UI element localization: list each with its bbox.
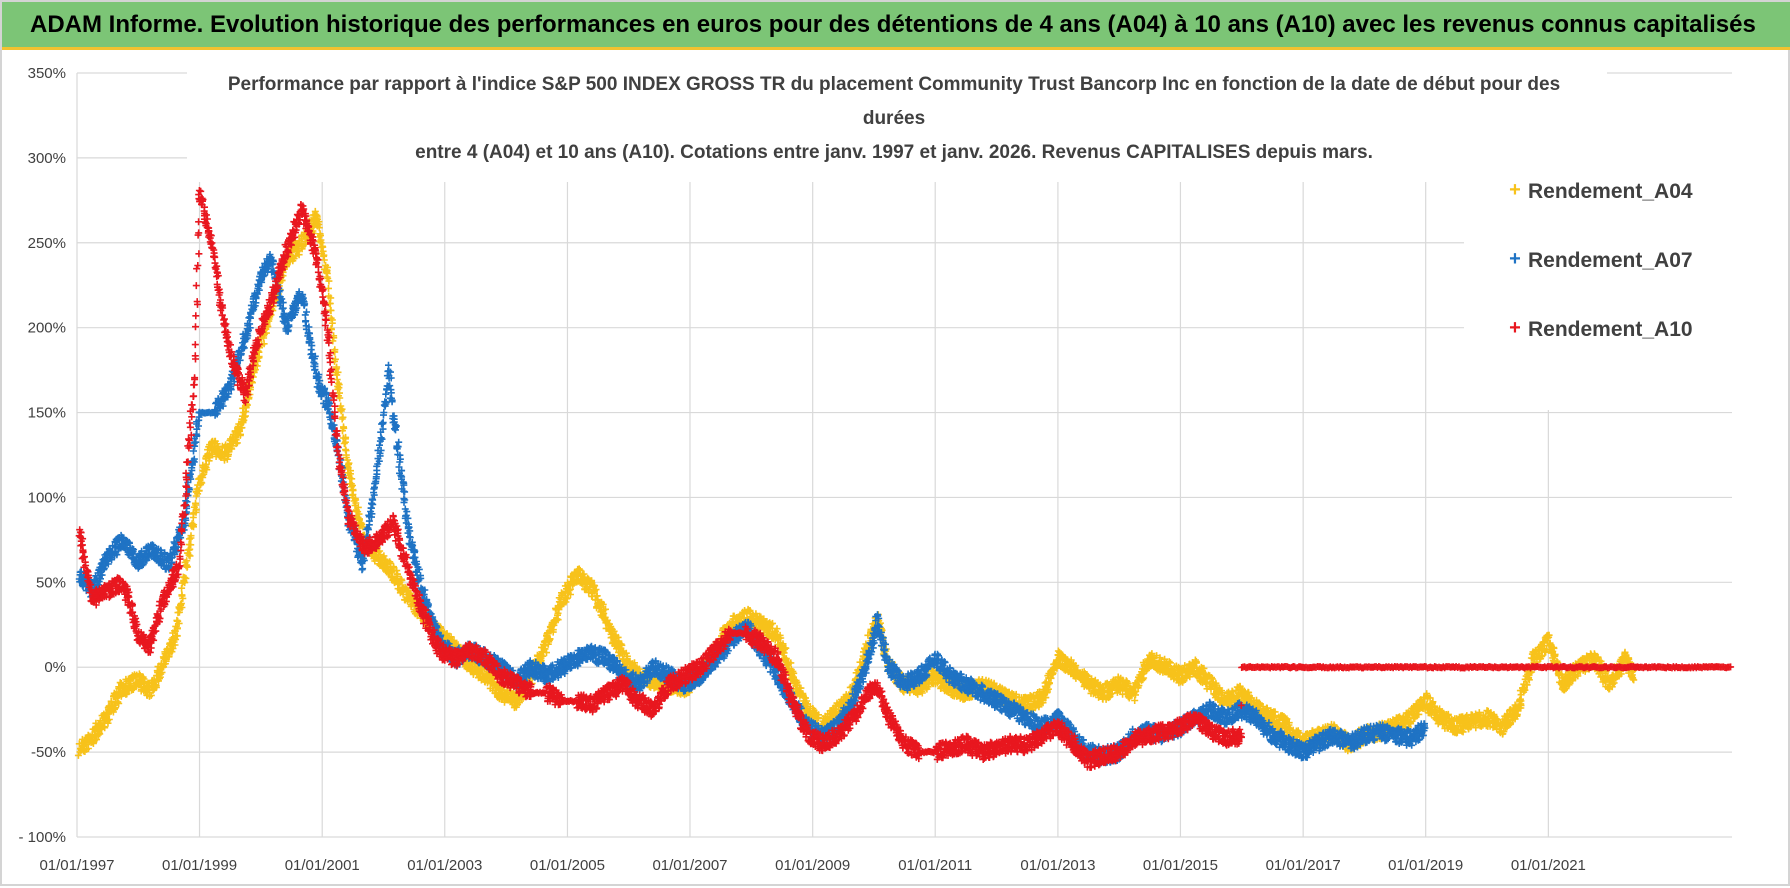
data-point	[325, 285, 332, 292]
data-point	[341, 440, 348, 447]
report-banner: ADAM Informe. Evolution historique des p…	[2, 2, 1790, 50]
performance-scatter-chart: - 100%-50%0%50%100%150%200%250%300%350% …	[2, 50, 1790, 888]
data-point	[329, 320, 336, 327]
series-rendement-a04	[75, 208, 1638, 759]
data-point	[178, 591, 185, 598]
series-rendement-a07	[76, 251, 1429, 766]
